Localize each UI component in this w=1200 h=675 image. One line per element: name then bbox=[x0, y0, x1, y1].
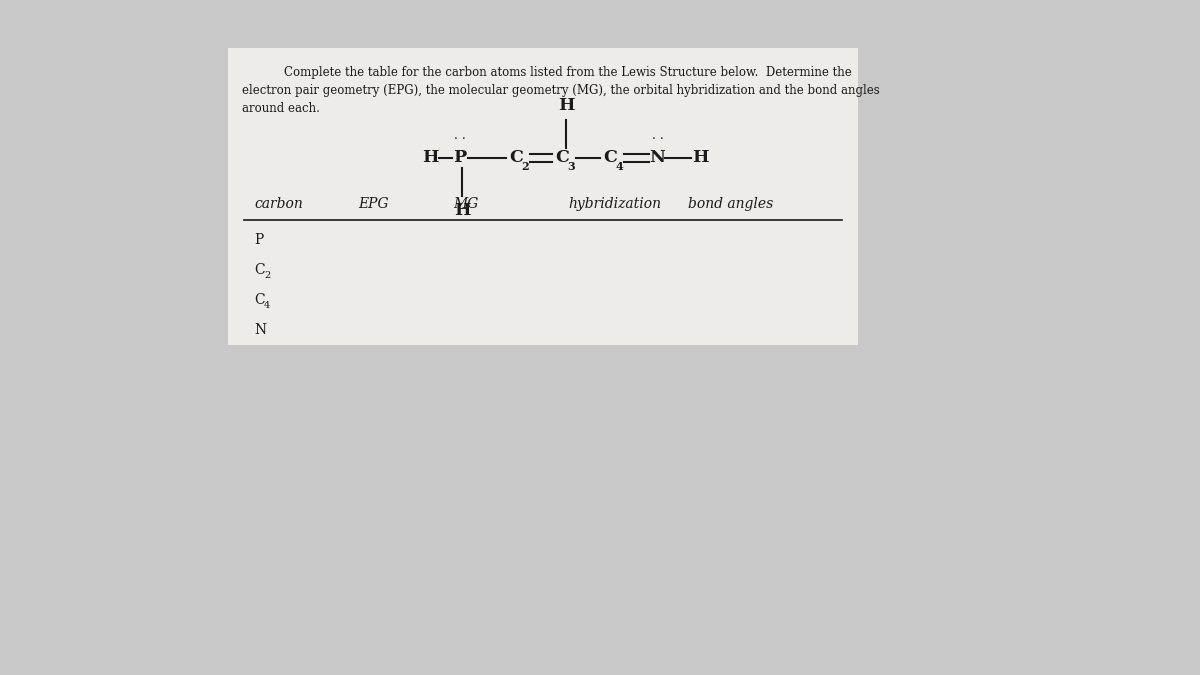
Text: 4: 4 bbox=[264, 300, 270, 310]
Text: P: P bbox=[454, 149, 467, 167]
Text: H: H bbox=[454, 202, 470, 219]
Text: MG: MG bbox=[454, 197, 479, 211]
Text: . .: . . bbox=[454, 129, 466, 142]
Text: bond angles: bond angles bbox=[688, 197, 773, 211]
Text: H: H bbox=[421, 149, 438, 167]
Text: H: H bbox=[558, 97, 575, 114]
Text: P: P bbox=[254, 233, 263, 247]
Text: N: N bbox=[649, 149, 665, 167]
Text: EPG: EPG bbox=[358, 197, 389, 211]
Text: hybridization: hybridization bbox=[568, 197, 661, 211]
Text: 3: 3 bbox=[568, 161, 575, 171]
Text: C: C bbox=[254, 293, 265, 307]
Text: 2: 2 bbox=[264, 271, 270, 279]
Text: 2: 2 bbox=[521, 161, 529, 171]
Text: C: C bbox=[509, 149, 523, 167]
Text: C: C bbox=[604, 149, 617, 167]
Text: 4: 4 bbox=[616, 161, 623, 171]
Text: C: C bbox=[556, 149, 569, 167]
Text: around each.: around each. bbox=[242, 102, 320, 115]
Text: N: N bbox=[254, 323, 266, 337]
Text: Complete the table for the carbon atoms listed from the Lewis Structure below.  : Complete the table for the carbon atoms … bbox=[284, 66, 852, 79]
Bar bbox=[228, 48, 858, 345]
Text: electron pair geometry (EPG), the molecular geometry (MG), the orbital hybridiza: electron pair geometry (EPG), the molecu… bbox=[242, 84, 880, 97]
Text: C: C bbox=[254, 263, 265, 277]
Text: H: H bbox=[691, 149, 708, 167]
Text: carbon: carbon bbox=[254, 197, 302, 211]
Text: . .: . . bbox=[652, 129, 664, 142]
